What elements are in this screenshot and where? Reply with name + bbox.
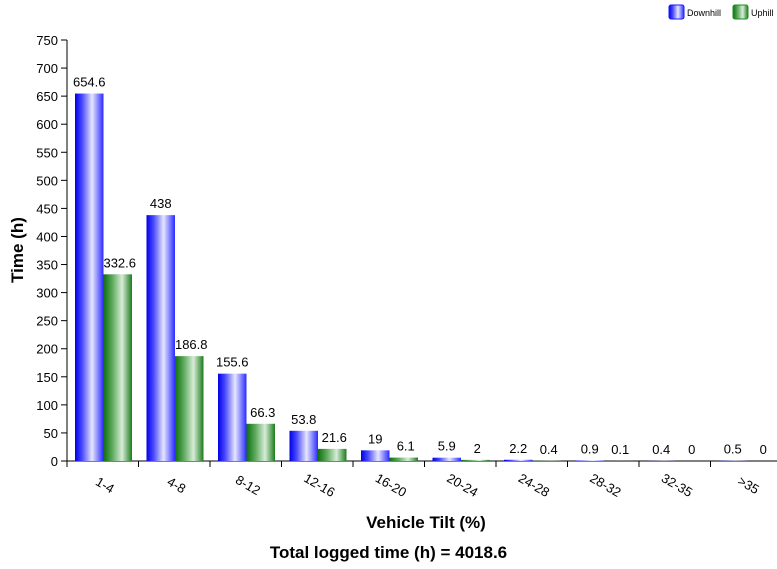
uphill-legend-label: Uphill: [751, 8, 774, 18]
downhill-bar: [504, 459, 533, 461]
downhill-value-label: 438: [150, 196, 172, 211]
y-tick-label: 700: [36, 61, 58, 76]
y-tick-label: 750: [36, 33, 58, 48]
downhill-value-label: 2.2: [509, 441, 527, 456]
x-axis: 1-4 4-8 8-12 12-16 16-20 20-24 24-28 28-32 32-35…: [66, 460, 777, 500]
uphill-value-label: 0: [688, 442, 695, 457]
x-tick-label: 12-16: [301, 470, 337, 500]
uphill-bar: [246, 423, 275, 461]
uphill-value-label: 2: [474, 441, 481, 456]
uphill-value-label: 332.6: [103, 255, 136, 270]
downhill-value-label: 0.9: [581, 441, 599, 456]
uphill-value-label: 0: [760, 442, 767, 457]
uphill-bar: [389, 457, 418, 461]
y-tick-label: 100: [36, 398, 58, 413]
y-tick-label: 250: [36, 314, 58, 329]
downhill-bar: [361, 450, 390, 461]
bars: [75, 93, 747, 461]
x-tick-label: 28-32: [587, 470, 623, 500]
y-tick-label: 550: [36, 145, 58, 160]
downhill-bar: [75, 93, 104, 461]
x-tick-label: 4-8: [165, 474, 189, 496]
x-tick-label: 20-24: [444, 470, 480, 500]
downhill-legend-swatch: [668, 4, 685, 20]
downhill-bar: [289, 430, 318, 461]
downhill-bar: [575, 460, 604, 461]
y-tick-label: 600: [36, 117, 58, 132]
uphill-bar: [318, 448, 347, 461]
downhill-value-label: 5.9: [438, 439, 456, 454]
x-tick-label: 24-28: [516, 470, 552, 500]
uphill-value-label: 0.4: [540, 442, 558, 457]
downhill-value-label: 53.8: [291, 412, 316, 427]
y-axis-label: Time (h): [8, 217, 27, 283]
uphill-bar: [175, 356, 204, 461]
x-tick-label: 32-35: [659, 470, 695, 500]
downhill-value-label: 155.6: [216, 355, 249, 370]
downhill-value-label: 654.6: [73, 75, 106, 90]
y-tick-label: 150: [36, 370, 58, 385]
x-axis-label: Vehicle Tilt (%): [366, 513, 486, 532]
x-tick-label: >35: [735, 473, 762, 497]
x-tick-label: 8-12: [233, 472, 263, 498]
y-tick-label: 650: [36, 89, 58, 104]
y-tick-label: 400: [36, 229, 58, 244]
y-tick-label: 0: [51, 454, 58, 469]
y-tick-label: 450: [36, 201, 58, 216]
uphill-value-label: 21.6: [322, 430, 347, 445]
uphill-value-label: 186.8: [175, 337, 208, 352]
downhill-value-label: 0.4: [652, 442, 670, 457]
uphill-legend-swatch: [732, 4, 749, 20]
total-logged-time: Total logged time (h) = 4018.6: [269, 543, 508, 562]
uphill-bar: [103, 274, 132, 461]
y-tick-label: 50: [44, 426, 58, 441]
y-tick-label: 500: [36, 173, 58, 188]
y-axis: 0 50 100 150 200 250 300 350 400 450 500 550 600 650 7…: [36, 33, 68, 469]
uphill-bar: [461, 459, 490, 461]
uphill-value-label: 66.3: [250, 405, 275, 420]
uphill-value-label: 6.1: [397, 439, 415, 454]
downhill-bar: [146, 215, 175, 461]
y-tick-label: 350: [36, 258, 58, 273]
downhill-bar: [218, 373, 247, 461]
downhill-value-label: 0.5: [724, 442, 742, 457]
y-tick-label: 300: [36, 286, 58, 301]
x-tick-label: 16-20: [373, 470, 409, 500]
downhill-legend-label: Downhill: [687, 8, 721, 18]
x-tick-label: 1-4: [93, 474, 117, 496]
downhill-bar: [432, 457, 461, 461]
data-labels: 654.6 438 155.6 53.8 19 5.9 2.2 0.9 0.4 0.5 332.6 1…: [73, 75, 767, 457]
downhill-value-label: 19: [368, 431, 382, 446]
uphill-value-label: 0.1: [611, 442, 629, 457]
y-axis-title: Time (h): [8, 217, 27, 283]
y-tick-label: 200: [36, 342, 58, 357]
legend: Downhill Uphill: [668, 4, 774, 20]
